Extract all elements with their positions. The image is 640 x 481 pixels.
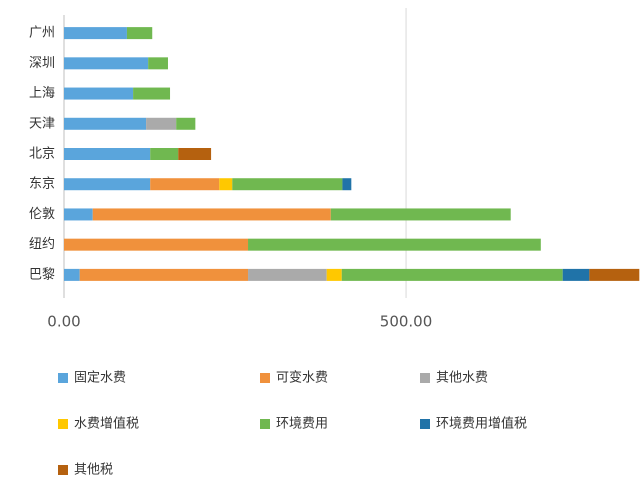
y-tick-label: 东京 xyxy=(29,177,55,192)
y-tick-label: 广州 xyxy=(29,26,55,41)
bar-segment xyxy=(326,268,342,281)
bar-segment xyxy=(148,57,168,70)
legend-swatch xyxy=(58,465,68,475)
legend-swatch xyxy=(260,419,270,429)
y-tick-label: 上海 xyxy=(29,86,55,101)
y-tick-label: 北京 xyxy=(29,147,55,162)
bar-segment xyxy=(342,178,352,191)
legend-label: 固定水费 xyxy=(74,371,126,386)
legend-label: 可变水费 xyxy=(276,370,328,386)
bar-segment xyxy=(150,148,179,160)
bar-segment xyxy=(133,87,171,100)
bar-segment xyxy=(589,268,640,281)
bar-segment xyxy=(248,268,327,281)
x-tick-label: 500.00 xyxy=(380,313,433,331)
bar-segment xyxy=(176,117,196,130)
bar-segment xyxy=(64,148,151,160)
legend-label: 其他税 xyxy=(74,463,113,478)
legend-swatch xyxy=(420,373,430,383)
y-tick-label: 伦敦 xyxy=(29,206,55,222)
bar-segment xyxy=(64,268,80,281)
bar-segment xyxy=(330,208,511,221)
legend-label: 环境费用 xyxy=(276,417,328,432)
bar-segment xyxy=(232,178,343,191)
bar-segment xyxy=(146,117,177,130)
y-tick-label: 纽约 xyxy=(29,237,55,252)
bar-segment xyxy=(341,268,563,281)
y-tick-label: 深圳 xyxy=(29,56,55,71)
legend-swatch xyxy=(260,373,270,383)
legend-label: 环境费用增值税 xyxy=(436,416,527,432)
bar-segment xyxy=(219,178,233,191)
bar-segment xyxy=(64,27,127,40)
bar-segment xyxy=(64,238,249,251)
bar-segment xyxy=(126,27,153,40)
bar-segment xyxy=(248,238,541,251)
bar-segment xyxy=(64,178,151,191)
legend-label: 其他水费 xyxy=(436,371,488,386)
y-tick-label: 天津 xyxy=(29,116,55,131)
bar-segment xyxy=(64,57,149,70)
bar-segment xyxy=(64,117,147,130)
legend-swatch xyxy=(58,373,68,383)
bar-segment xyxy=(64,87,134,100)
bar-segment xyxy=(64,208,93,221)
bar-segment xyxy=(92,208,331,221)
bar-segment xyxy=(150,178,220,191)
legend-swatch xyxy=(58,419,68,429)
bar-segment xyxy=(562,268,590,281)
legend-swatch xyxy=(420,419,430,429)
bar-segment xyxy=(79,268,249,281)
bar-segment xyxy=(178,148,212,160)
y-tick-label: 巴黎 xyxy=(29,267,55,282)
x-tick-label: 0.00 xyxy=(47,313,80,331)
legend-label: 水费增值税 xyxy=(74,416,139,432)
